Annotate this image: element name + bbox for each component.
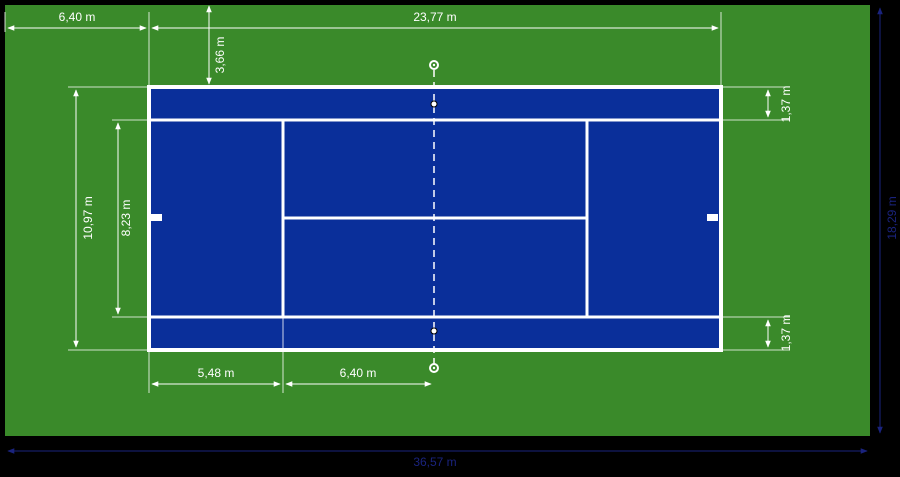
label-service-net: 6,40 m [340,366,377,380]
label-doubles-width: 10,97 m [81,196,95,239]
label-court-length: 23,77 m [413,10,456,24]
singles-stick-bottom [430,327,438,335]
net-post-top-dot [432,63,436,67]
extension-lines [4,12,790,393]
singles-stick-top [430,100,438,108]
center-mark-right [707,214,718,221]
center-mark-left [151,214,162,221]
label-total-length: 36,57 m [413,455,456,469]
court-lines [149,118,721,319]
label-runoff-back: 6,40 m [59,10,96,24]
label-singles-width: 8,23 m [119,200,133,237]
label-baseline-service: 5,48 m [198,366,235,380]
label-alley-top: 1,37 m [779,86,793,123]
label-total-width: 18,29 m [885,196,899,239]
label-runoff-side: 3,66 m [213,37,227,74]
dimension-arrows [7,5,771,387]
net-post-bottom [429,363,439,373]
net-post-top [429,60,439,70]
label-alley-bottom: 1,37 m [779,315,793,352]
overall-dimension-arrows [7,7,883,454]
net-post-bottom-dot [432,366,436,370]
